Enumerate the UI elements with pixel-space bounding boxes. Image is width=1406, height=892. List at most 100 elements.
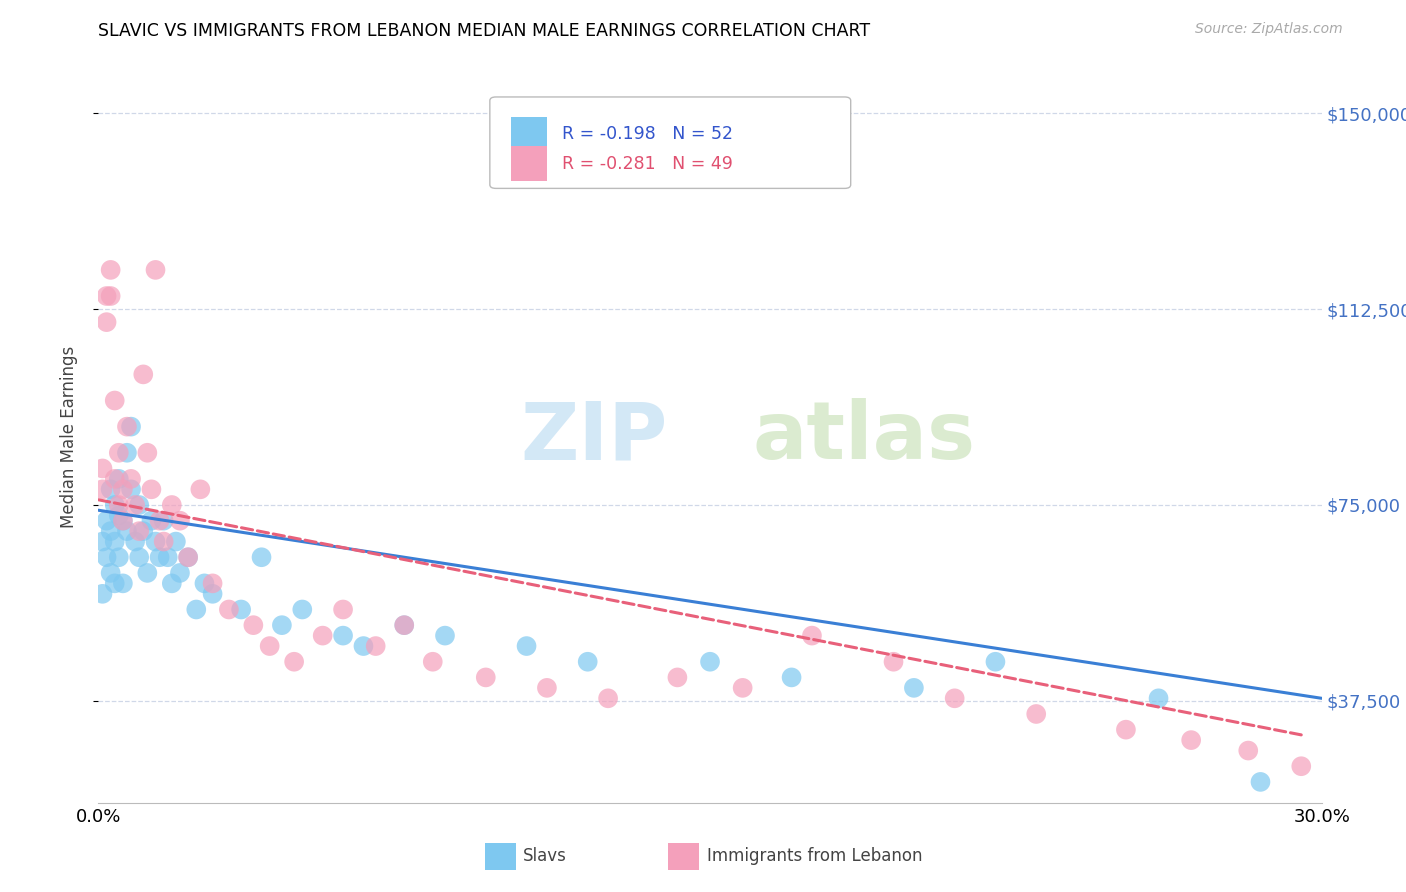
- Point: [115, 524, 138, 538]
- Point: [124, 534, 146, 549]
- Text: Slavs: Slavs: [523, 847, 567, 865]
- Point: [104, 576, 127, 591]
- Point: [108, 508, 131, 523]
- Point: [392, 618, 416, 632]
- Point: [104, 393, 127, 408]
- Text: Immigrants from Lebanon: Immigrants from Lebanon: [707, 847, 922, 865]
- Point: [96, 550, 118, 565]
- Point: [516, 639, 538, 653]
- Point: [111, 514, 134, 528]
- Point: [312, 629, 335, 643]
- FancyBboxPatch shape: [489, 97, 851, 188]
- Text: R = -0.281   N = 49: R = -0.281 N = 49: [562, 154, 733, 173]
- Point: [104, 472, 127, 486]
- Point: [111, 514, 134, 528]
- Point: [108, 498, 131, 512]
- Point: [165, 534, 187, 549]
- Point: [434, 629, 457, 643]
- Point: [364, 639, 387, 653]
- Text: SLAVIC VS IMMIGRANTS FROM LEBANON MEDIAN MALE EARNINGS CORRELATION CHART: SLAVIC VS IMMIGRANTS FROM LEBANON MEDIAN…: [98, 22, 870, 40]
- Point: [136, 566, 159, 580]
- Point: [291, 602, 314, 616]
- Point: [108, 446, 131, 460]
- Point: [160, 498, 183, 512]
- Point: [115, 446, 138, 460]
- Point: [145, 263, 167, 277]
- Point: [422, 655, 444, 669]
- Point: [96, 514, 118, 528]
- Point: [91, 534, 114, 549]
- Point: [1249, 775, 1271, 789]
- Point: [231, 602, 253, 616]
- Bar: [510, 117, 547, 152]
- Point: [128, 498, 150, 512]
- Point: [128, 550, 150, 565]
- Point: [984, 655, 1007, 669]
- Point: [250, 550, 273, 565]
- Bar: [510, 146, 547, 181]
- Point: [201, 587, 224, 601]
- Point: [188, 483, 212, 497]
- Point: [100, 289, 122, 303]
- Point: [392, 618, 416, 632]
- Y-axis label: Median Male Earnings: Median Male Earnings: [59, 346, 77, 528]
- Point: [152, 534, 174, 549]
- Point: [1237, 743, 1260, 757]
- Point: [128, 524, 150, 538]
- Point: [141, 483, 163, 497]
- Point: [111, 483, 134, 497]
- Point: [218, 602, 240, 616]
- Point: [100, 524, 122, 538]
- Point: [731, 681, 754, 695]
- Point: [332, 629, 354, 643]
- Point: [1291, 759, 1313, 773]
- Point: [598, 691, 620, 706]
- Point: [193, 576, 215, 591]
- Point: [115, 419, 138, 434]
- Point: [96, 289, 118, 303]
- Point: [124, 498, 146, 512]
- Point: [108, 472, 131, 486]
- Point: [201, 576, 224, 591]
- Point: [132, 368, 155, 382]
- Point: [132, 524, 155, 538]
- Point: [1115, 723, 1137, 737]
- Point: [352, 639, 374, 653]
- Point: [474, 670, 498, 684]
- Point: [120, 483, 142, 497]
- Point: [801, 629, 824, 643]
- Point: [156, 550, 179, 565]
- Point: [100, 263, 122, 277]
- Point: [169, 566, 191, 580]
- Point: [177, 550, 200, 565]
- Point: [152, 514, 174, 528]
- Point: [536, 681, 558, 695]
- Point: [666, 670, 689, 684]
- Point: [576, 655, 599, 669]
- Point: [242, 618, 264, 632]
- Point: [96, 315, 118, 329]
- Point: [259, 639, 281, 653]
- Point: [100, 483, 122, 497]
- Point: [332, 602, 354, 616]
- Point: [120, 472, 142, 486]
- Text: Source: ZipAtlas.com: Source: ZipAtlas.com: [1195, 22, 1343, 37]
- Point: [883, 655, 905, 669]
- Point: [91, 483, 114, 497]
- Point: [149, 514, 172, 528]
- Point: [108, 550, 131, 565]
- Point: [270, 618, 294, 632]
- Point: [699, 655, 721, 669]
- Point: [141, 514, 163, 528]
- Point: [160, 576, 183, 591]
- Point: [91, 587, 114, 601]
- Point: [136, 446, 159, 460]
- Point: [780, 670, 803, 684]
- Point: [104, 534, 127, 549]
- Point: [283, 655, 305, 669]
- Point: [120, 419, 142, 434]
- Point: [104, 498, 127, 512]
- Point: [943, 691, 966, 706]
- Point: [145, 534, 167, 549]
- Point: [1025, 706, 1047, 721]
